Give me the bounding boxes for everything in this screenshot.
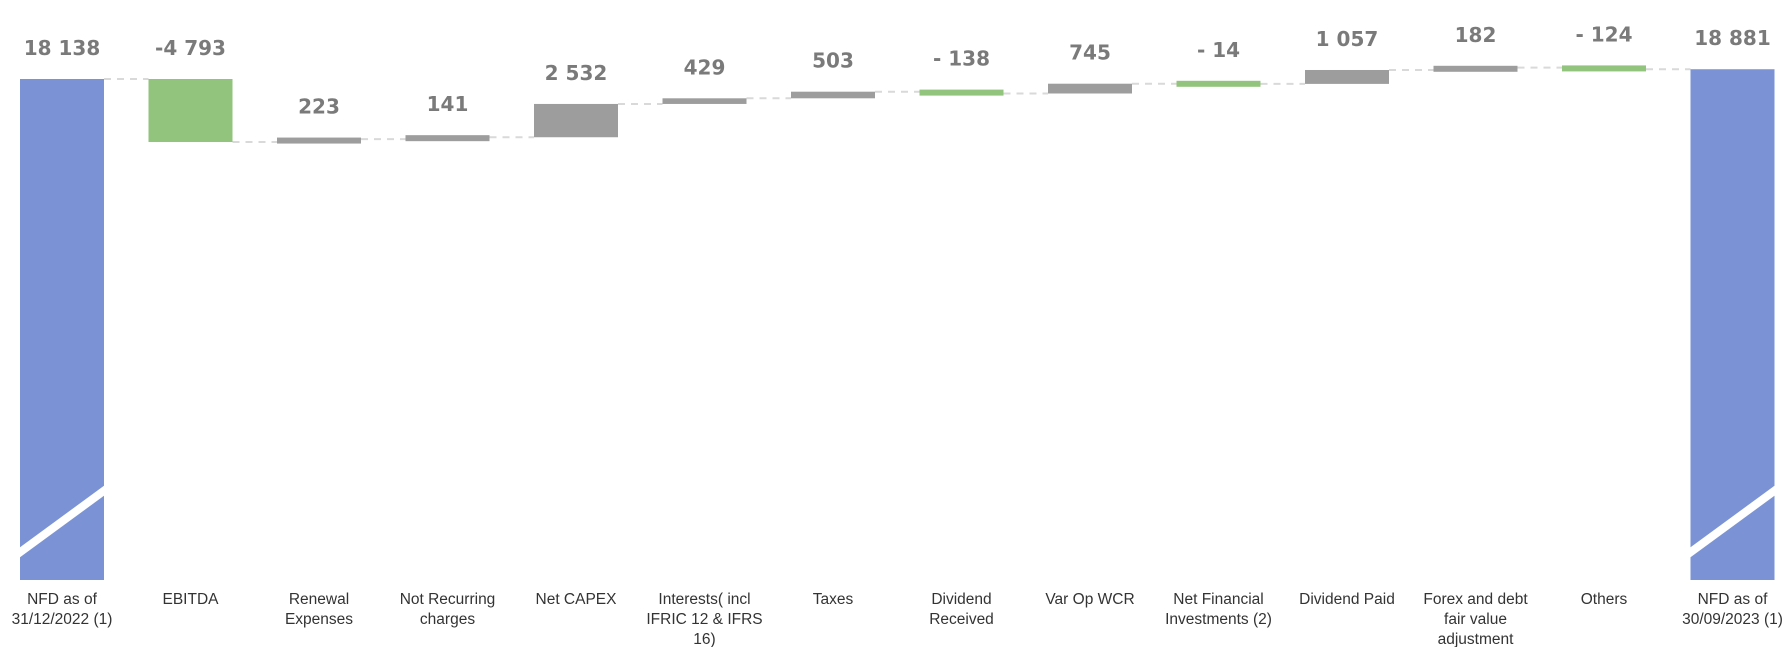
connector-lines	[104, 66, 1691, 144]
axis-break-mark	[19, 485, 105, 558]
bars	[19, 65, 1776, 580]
increase-bar	[791, 91, 875, 99]
category-label: Dividend Paid	[1299, 591, 1395, 608]
decrease-bar	[1562, 65, 1646, 72]
value-label: - 124	[1575, 22, 1632, 46]
category-label: Others	[1581, 591, 1628, 608]
decrease-bar	[148, 79, 233, 143]
value-label: 18 881	[1694, 26, 1771, 50]
value-label: 223	[298, 95, 340, 119]
value-label: 1 057	[1316, 27, 1379, 51]
category-label: Net Financial Investments (2)	[1165, 591, 1272, 628]
increase-bar	[1048, 83, 1132, 94]
value-labels: 18 138 -4 793 223 141 2 532 429 503 - 138 745 - 1…	[24, 22, 1771, 118]
category-label: Var Op WCR	[1045, 591, 1134, 608]
increase-bar	[405, 135, 490, 142]
category-label: Not Recurring charges	[400, 591, 496, 628]
value-label: - 138	[933, 47, 990, 71]
value-label: 503	[812, 49, 854, 73]
category-label: Interests( incl IFRIC 12 & IFRS 16)	[646, 591, 762, 647]
category-label: Renewal Expenses	[285, 591, 353, 628]
category-label: EBITDA	[163, 591, 220, 608]
increase-bar	[277, 137, 361, 144]
increase-bar	[534, 103, 618, 138]
axis-break-mark	[1689, 485, 1776, 558]
category-label: Dividend Received	[929, 591, 994, 628]
value-label: 429	[684, 55, 726, 79]
category-label: Net CAPEX	[536, 591, 618, 608]
value-label: -4 793	[155, 36, 226, 60]
decrease-bar	[1176, 80, 1261, 87]
category-label: Taxes	[813, 591, 854, 608]
decrease-bar	[919, 89, 1004, 96]
category-labels: NFD as of 31/12/2022 (1) EBITDA Renewal Expe…	[12, 591, 1783, 647]
category-label: Forex and debt fair value adjustment	[1423, 591, 1528, 647]
increase-bar	[662, 98, 747, 104]
increase-bar	[1305, 69, 1389, 84]
increase-bar	[1433, 65, 1518, 72]
value-label: 182	[1455, 23, 1497, 47]
category-label: NFD as of 31/12/2022 (1)	[12, 591, 113, 628]
value-label: - 14	[1197, 38, 1240, 62]
value-label: 141	[427, 92, 469, 116]
value-label: 18 138	[24, 36, 101, 60]
total-bar	[1690, 69, 1775, 580]
value-label: 2 532	[545, 61, 608, 85]
value-label: 745	[1069, 41, 1111, 65]
category-label: NFD as of 30/09/2023 (1)	[1682, 591, 1783, 628]
